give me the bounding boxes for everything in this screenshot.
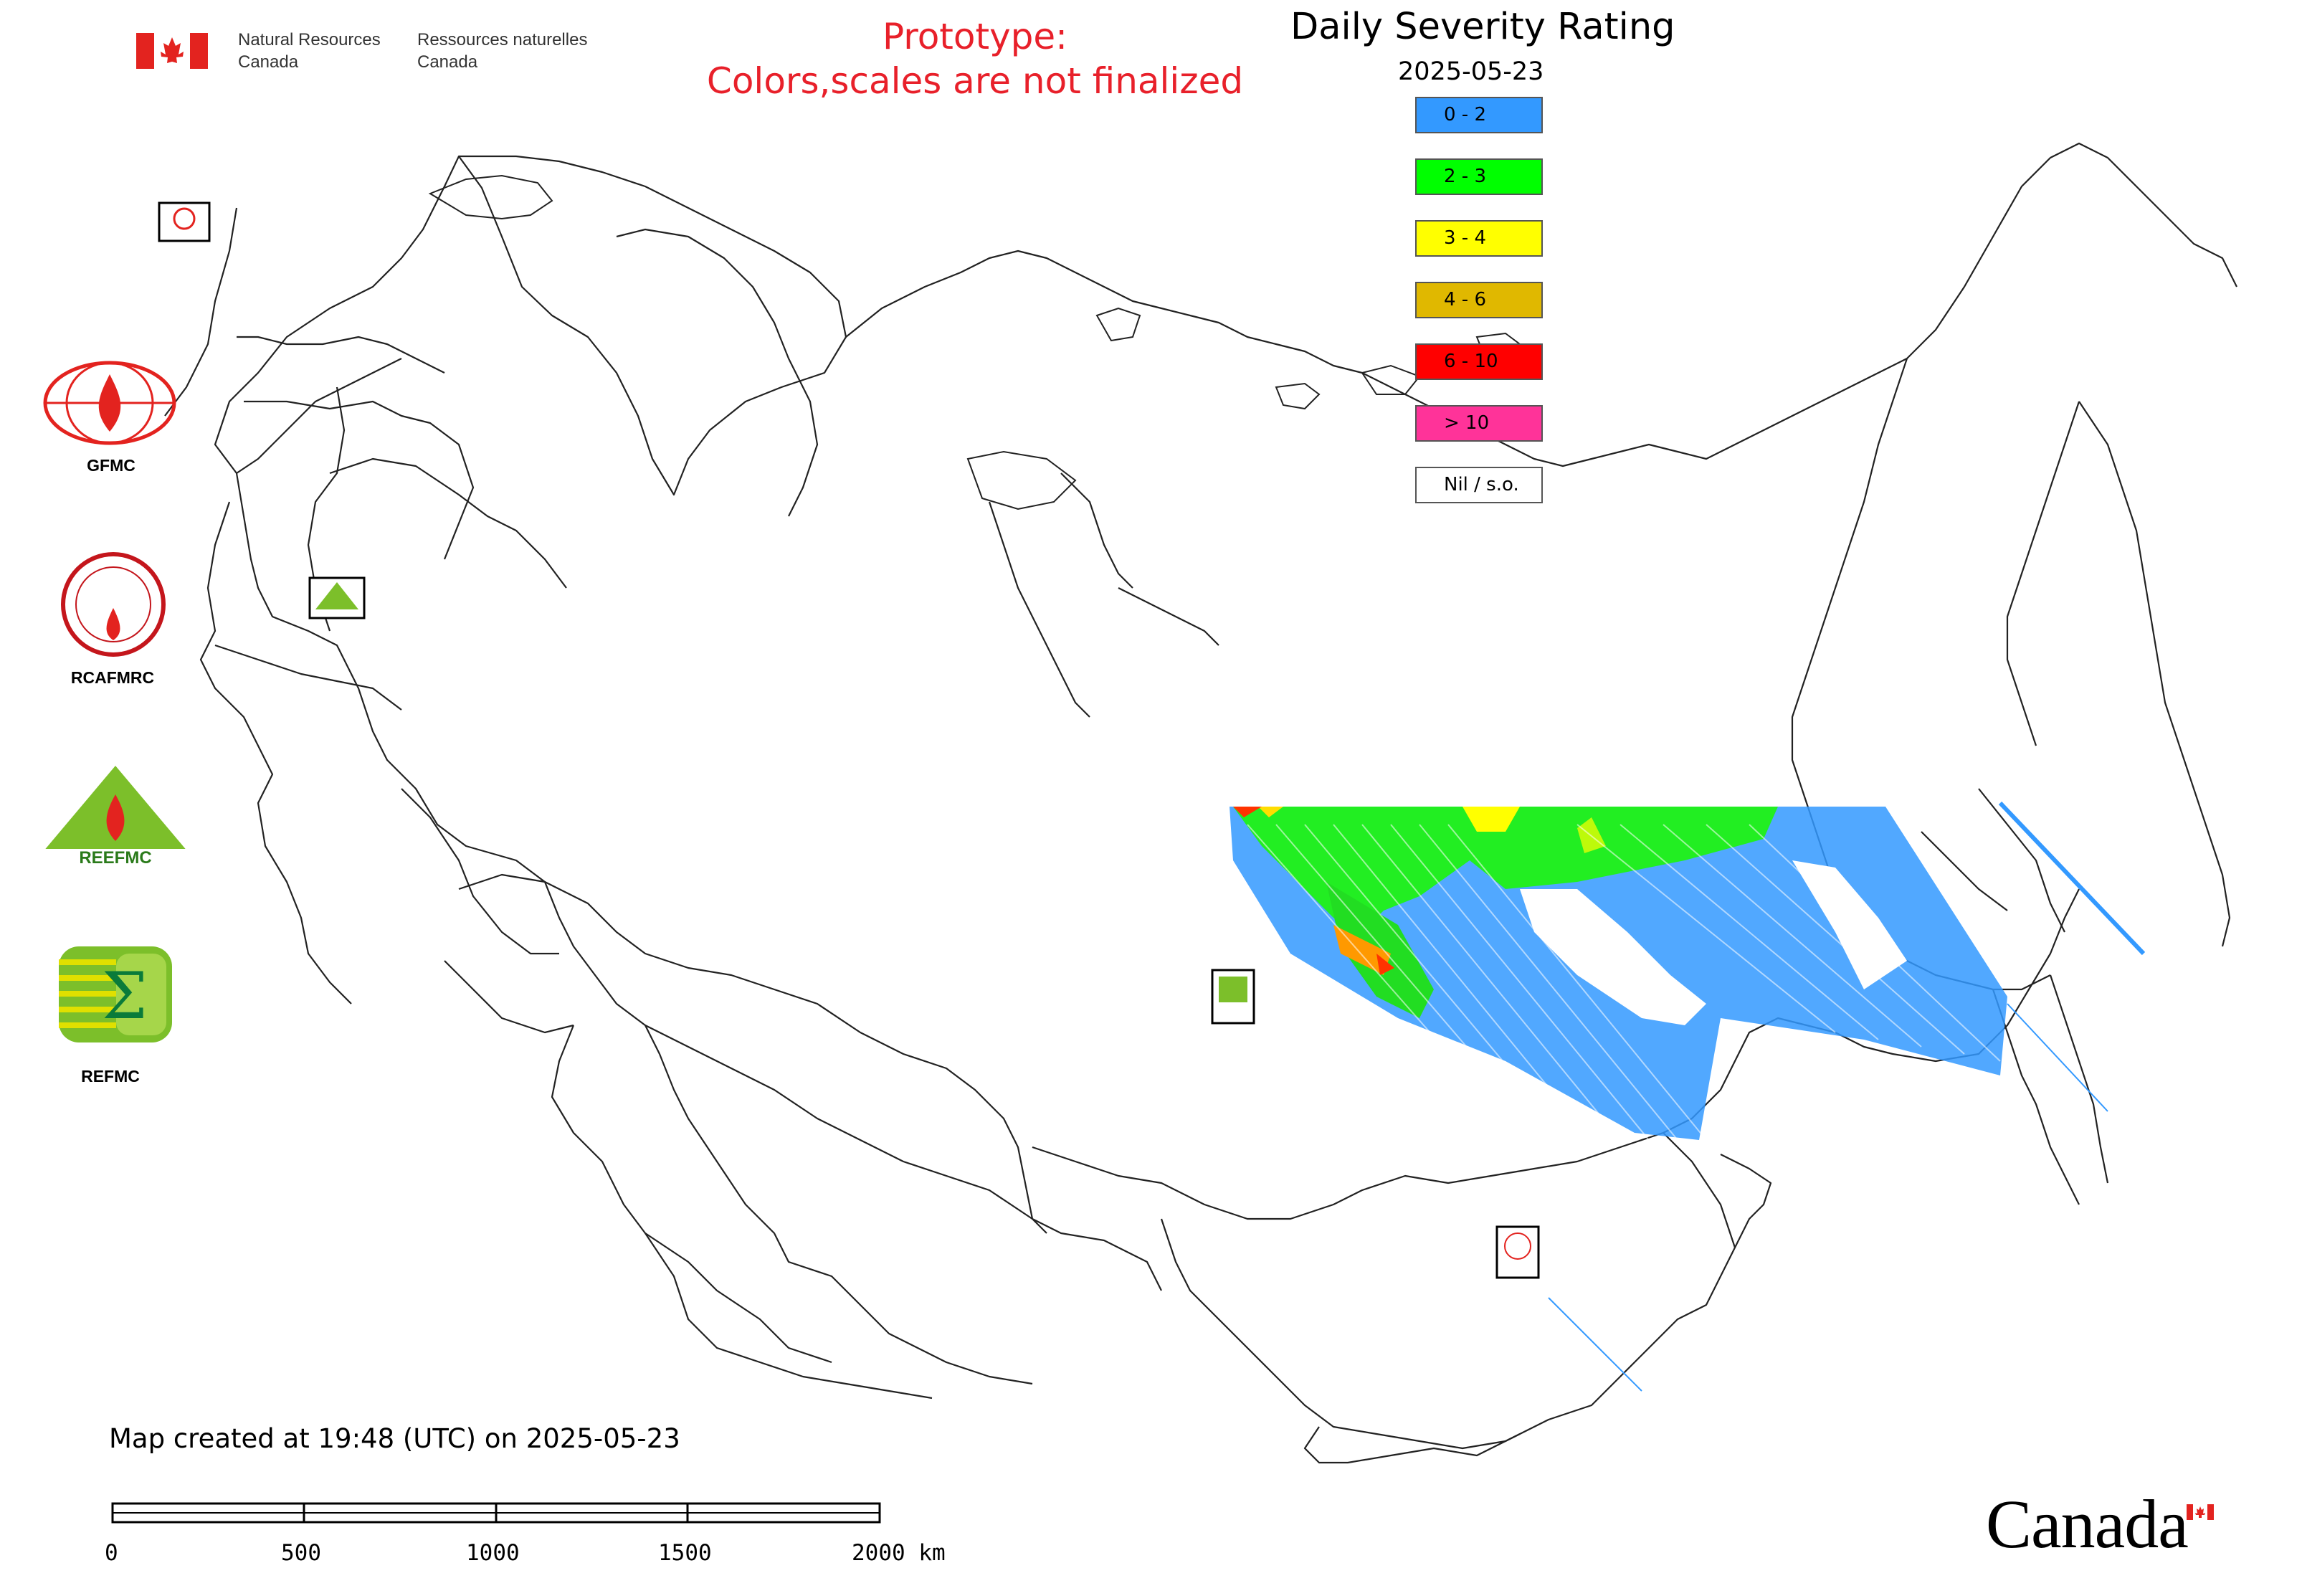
arctic-islands <box>428 174 1521 510</box>
canada-wordmark: Canada <box>1986 1486 2189 1562</box>
rcafmrc-logo-icon <box>60 551 167 658</box>
agency-label-rcafmrc: RCAFMRC <box>70 668 155 687</box>
severity-overlay <box>1230 801 2146 1392</box>
scale-tick-label: 2000 km <box>852 1540 946 1566</box>
legend-item: 2 - 3 <box>1415 158 1543 195</box>
svg-text:REEFMC: REEFMC <box>79 848 151 866</box>
agency-label-refmc: REFMC <box>81 1067 140 1086</box>
scale-bar <box>111 1502 885 1531</box>
wordmark-flag-icon <box>2187 1504 2214 1520</box>
map-markers <box>158 201 1540 1279</box>
department-name-en: Natural Resources Canada <box>238 30 381 72</box>
refmc-logo-icon: Σ <box>59 946 172 1042</box>
legend-date: 2025-05-23 <box>1398 57 1544 86</box>
map-creation-timestamp: Map created at 19:48 (UTC) on 2025-05-23 <box>109 1423 680 1454</box>
scale-tick-label: 1000 <box>466 1540 520 1566</box>
agency-label-gfmc: GFMC <box>87 456 135 475</box>
legend: 0 - 2 2 - 3 3 - 4 4 - 6 6 - 10 > 10 Nil … <box>1415 97 1544 513</box>
scale-tick-label: 0 <box>105 1540 118 1566</box>
legend-item: 6 - 10 <box>1415 343 1543 380</box>
legend-item: 4 - 6 <box>1415 282 1543 318</box>
legend-title: Daily Severity Rating <box>1290 6 1675 48</box>
department-name-fr: Ressources naturelles Canada <box>417 30 588 72</box>
reefmc-logo-icon: REEFMC <box>37 766 194 868</box>
prototype-notice: Prototype: Colors,scales are not finaliz… <box>706 16 1244 102</box>
canada-flag-icon <box>136 33 208 69</box>
legend-item: 0 - 2 <box>1415 97 1543 133</box>
legend-item: > 10 <box>1415 405 1543 442</box>
gfmc-logo-icon <box>42 360 178 446</box>
country-boundaries <box>164 142 2237 1464</box>
scale-tick-label: 500 <box>281 1540 321 1566</box>
legend-item: Nil / s.o. <box>1415 467 1543 503</box>
scale-tick-label: 1500 <box>658 1540 712 1566</box>
legend-item: 3 - 4 <box>1415 220 1543 257</box>
svg-text:Σ: Σ <box>102 959 148 1034</box>
